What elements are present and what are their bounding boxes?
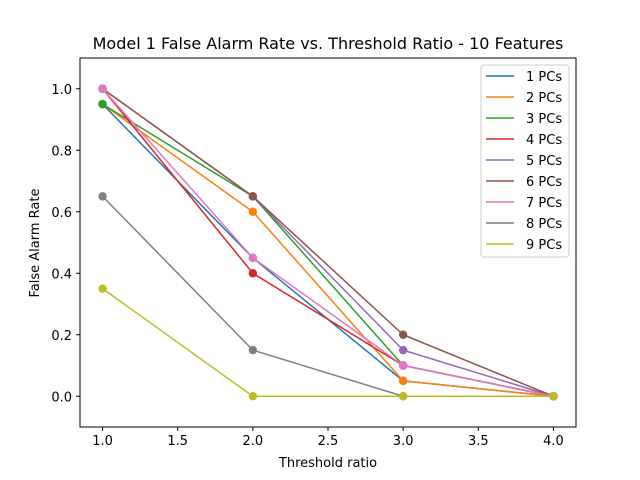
x-tick-label: 3.0 <box>393 434 414 449</box>
data-point <box>398 392 408 401</box>
y-tick-label: 0.2 <box>51 329 72 344</box>
data-point <box>398 376 408 386</box>
data-point <box>98 99 107 109</box>
x-tick-label: 2.0 <box>243 434 264 449</box>
legend-item: 8 PCs <box>486 217 562 232</box>
data-point <box>549 392 558 401</box>
y-tick-label: 1.0 <box>51 83 72 98</box>
data-point <box>248 345 258 355</box>
series-line <box>101 88 554 397</box>
chart-title: Model 1 False Alarm Rate vs. Threshold R… <box>93 34 564 53</box>
legend-item: 3 PCs <box>486 112 562 127</box>
data-point <box>248 269 258 278</box>
legend-label: 6 PCs <box>526 175 562 190</box>
x-axis: 1.0 1.5 2.0 2.5 3.0 3.5 4.0 <box>92 427 564 449</box>
legend-label: 3 PCs <box>526 112 562 127</box>
y-tick-label: 0.0 <box>51 390 72 405</box>
data-point <box>248 192 258 201</box>
plot-area <box>79 57 577 428</box>
legend-item: 6 PCs <box>486 175 562 190</box>
data-point <box>248 392 258 401</box>
data-point <box>398 345 408 355</box>
legend-item: 5 PCs <box>486 154 562 169</box>
series-9-pcs <box>98 284 558 401</box>
data-point <box>98 192 107 201</box>
y-axis-label: False Alarm Rate <box>28 189 43 298</box>
legend-items: 1 PCs 2 PCs 3 PCs 4 PCs 5 PCs 6 PCs 7 PCs 8 PCs… <box>486 70 562 253</box>
x-tick-label: 1.0 <box>92 434 113 449</box>
y-tick-label: 0.4 <box>51 267 72 282</box>
data-point <box>98 84 107 93</box>
x-tick-label: 1.5 <box>167 434 188 449</box>
y-tick-label: 0.8 <box>51 144 72 159</box>
data-point <box>398 361 408 370</box>
legend-label: 4 PCs <box>526 133 562 148</box>
series-group <box>98 84 558 401</box>
y-axis: 0.0 0.2 0.4 0.6 0.8 1.0 <box>51 83 80 405</box>
series-line <box>102 103 554 397</box>
legend: 1 PCs 2 PCs 3 PCs 4 PCs 5 PCs 6 PCs 7 PCs 8 PCs… <box>480 64 570 258</box>
legend-item: 9 PCs <box>486 238 562 253</box>
legend-item: 7 PCs <box>486 196 562 211</box>
legend-label: 5 PCs <box>526 154 562 169</box>
legend-label: 7 PCs <box>526 196 562 211</box>
legend-item: 2 PCs <box>486 91 562 106</box>
x-tick-label: 2.5 <box>318 434 339 449</box>
y-tick-label: 0.6 <box>51 206 72 221</box>
x-axis-label: Threshold ratio <box>278 456 377 471</box>
data-point <box>398 330 408 339</box>
data-point <box>248 207 258 216</box>
series-line <box>102 288 554 397</box>
legend-label: 2 PCs <box>526 91 562 106</box>
legend-label: 1 PCs <box>526 70 562 85</box>
data-point <box>248 253 258 263</box>
data-point <box>98 284 107 293</box>
x-tick-label: 3.5 <box>468 434 489 449</box>
x-tick-label: 4.0 <box>543 434 564 449</box>
legend-label: 8 PCs <box>526 217 562 232</box>
series-line <box>102 88 554 397</box>
legend-box <box>480 64 570 258</box>
legend-label: 9 PCs <box>526 238 562 253</box>
legend-item: 4 PCs <box>486 133 562 148</box>
legend-item: 1 PCs <box>486 70 562 85</box>
